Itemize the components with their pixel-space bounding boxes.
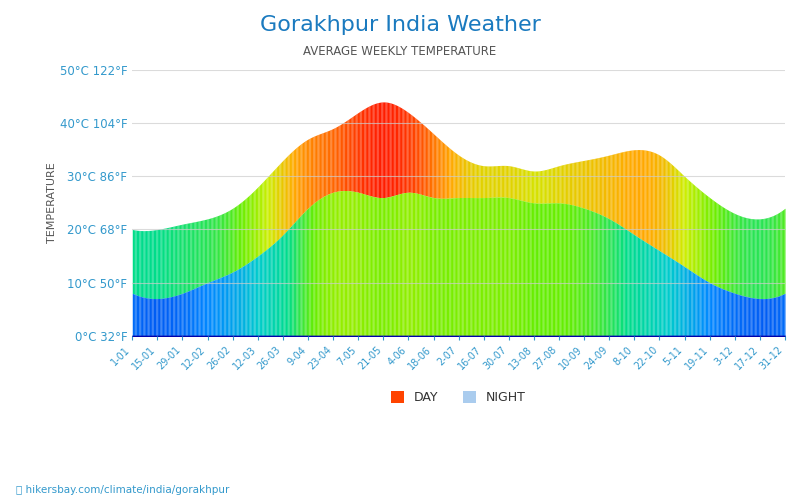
Text: Gorakhpur India Weather: Gorakhpur India Weather (259, 15, 541, 35)
Text: 🔍 hikersbay.com/climate/india/gorakhpur: 🔍 hikersbay.com/climate/india/gorakhpur (16, 485, 230, 495)
Y-axis label: TEMPERATURE: TEMPERATURE (47, 162, 57, 244)
Text: AVERAGE WEEKLY TEMPERATURE: AVERAGE WEEKLY TEMPERATURE (303, 45, 497, 58)
Legend: DAY, NIGHT: DAY, NIGHT (386, 386, 531, 409)
